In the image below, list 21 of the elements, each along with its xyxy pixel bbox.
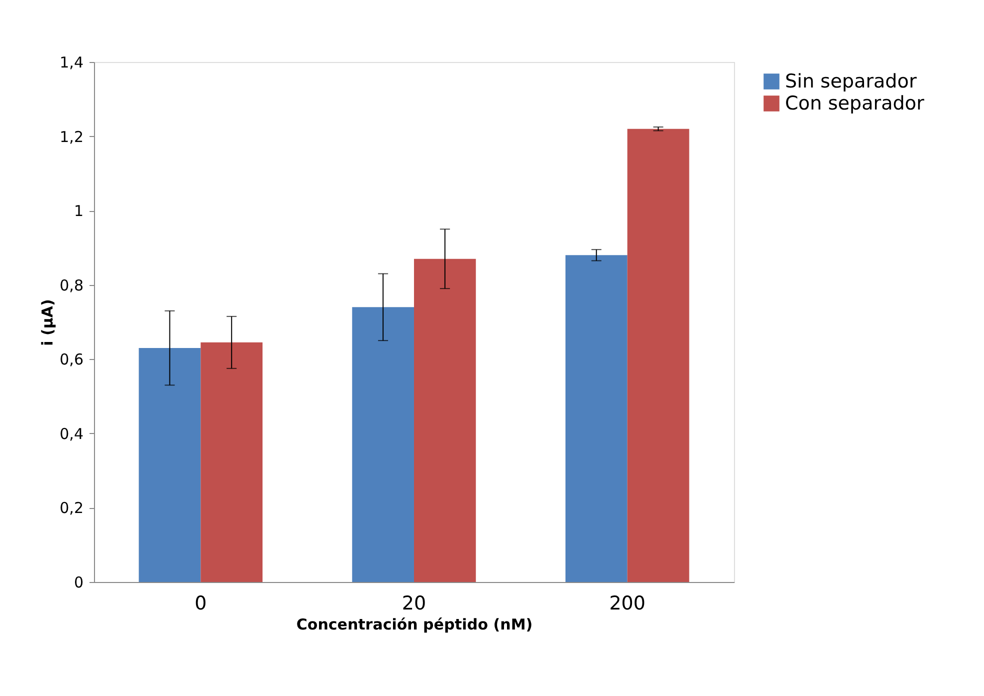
y-axis-title: i (μA): [38, 299, 57, 346]
x-tick-label: 0: [194, 592, 207, 614]
y-tick-label: 1,4: [60, 54, 84, 72]
y-tick-label: 0,2: [60, 499, 84, 518]
y-tick-label: 1: [74, 202, 84, 220]
bar: [200, 342, 263, 582]
bar: [138, 348, 201, 582]
x-tick-label: 200: [609, 592, 646, 614]
bar: [352, 307, 414, 582]
y-tick-label: 0,6: [60, 350, 84, 369]
y-tick-label: 0,8: [60, 276, 84, 294]
bar: [627, 128, 690, 582]
y-tick-label: 1,2: [60, 128, 84, 146]
x-axis-title: Concentración péptido (nM): [296, 616, 533, 634]
legend-label: Con separador: [785, 92, 924, 114]
x-tick-label: 20: [402, 592, 426, 614]
bar: [565, 255, 628, 582]
legend-label: Sin separador: [785, 70, 917, 92]
y-tick-label: 0,4: [60, 424, 84, 443]
y-tick-label: 0: [74, 574, 84, 592]
bar: [414, 258, 476, 582]
